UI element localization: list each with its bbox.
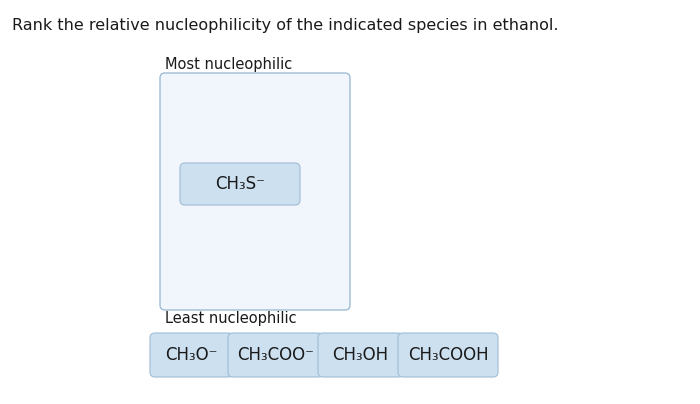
FancyBboxPatch shape (150, 333, 233, 377)
Text: Most nucleophilic: Most nucleophilic (165, 57, 293, 72)
Text: CH₃COO⁻: CH₃COO⁻ (237, 346, 314, 364)
Text: CH₃OH: CH₃OH (332, 346, 389, 364)
Text: CH₃S⁻: CH₃S⁻ (215, 175, 265, 193)
Text: Least nucleophilic: Least nucleophilic (165, 311, 297, 326)
Text: CH₃O⁻: CH₃O⁻ (165, 346, 218, 364)
FancyBboxPatch shape (318, 333, 403, 377)
FancyBboxPatch shape (398, 333, 498, 377)
FancyBboxPatch shape (228, 333, 323, 377)
FancyBboxPatch shape (160, 73, 350, 310)
Text: Rank the relative nucleophilicity of the indicated species in ethanol.: Rank the relative nucleophilicity of the… (12, 18, 559, 33)
Text: CH₃COOH: CH₃COOH (407, 346, 489, 364)
FancyBboxPatch shape (180, 163, 300, 205)
